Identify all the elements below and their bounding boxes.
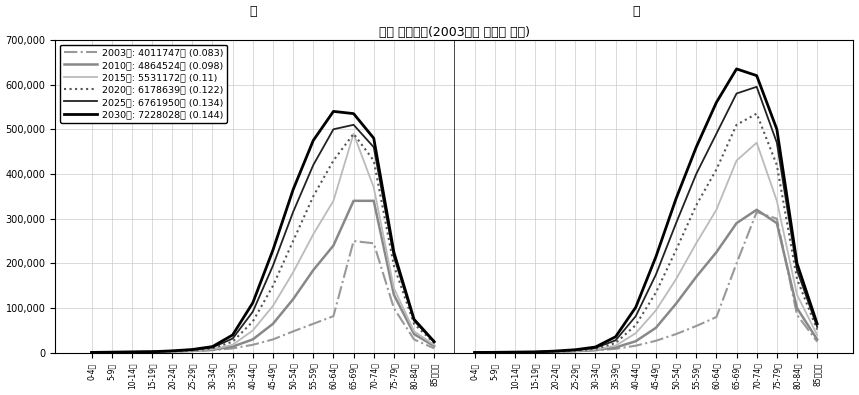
Title: 예측 유병인구(2003년말 유병률 기준): 예측 유병인구(2003년말 유병률 기준)	[379, 26, 530, 39]
Legend: 2003년: 4011747명 (0.083), 2010년: 4864524명 (0.098), 2015년: 5531172명 (0.11), 2020년:: 2003년: 4011747명 (0.083), 2010년: 4864524명…	[60, 45, 227, 123]
Text: 남: 남	[249, 5, 257, 18]
Text: 여: 여	[632, 5, 639, 18]
